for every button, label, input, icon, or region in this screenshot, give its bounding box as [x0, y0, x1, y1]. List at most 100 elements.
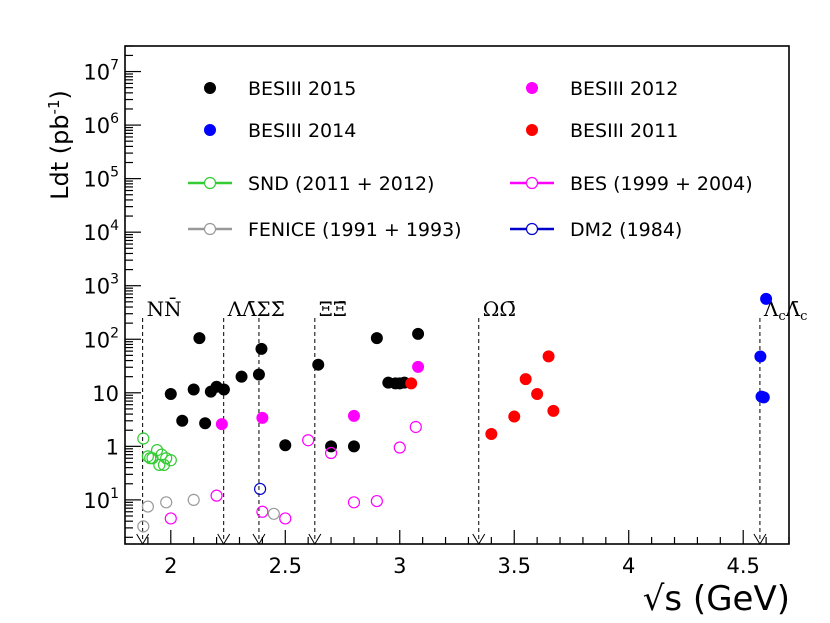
threshold-label: ΩΩ̄ — [483, 297, 516, 321]
y-tick-label: 105 — [83, 165, 119, 192]
data-point — [164, 387, 177, 400]
legend-marker — [526, 124, 538, 136]
data-point — [370, 332, 383, 345]
data-point — [137, 432, 150, 445]
data-point — [210, 489, 223, 502]
data-point — [157, 458, 171, 472]
legend-label: BESIII 2012 — [570, 78, 678, 100]
data-point — [164, 454, 177, 467]
data-point — [485, 428, 498, 441]
data-point — [252, 368, 265, 381]
y-axis-title: Ldt (pb-1) — [45, 90, 74, 200]
data-point — [164, 512, 177, 525]
data-point — [347, 496, 361, 509]
data-point — [409, 420, 422, 434]
data-point — [325, 440, 338, 453]
x-tick-label: 2.5 — [269, 554, 302, 578]
data-point — [757, 391, 770, 404]
legend-label: SND (2011 + 2012) — [248, 173, 434, 195]
legend-label: DM2 (1984) — [570, 219, 682, 241]
data-point — [256, 411, 269, 424]
legend-label: BES (1999 + 2004) — [570, 173, 753, 195]
x-axis-title: √s (GeV) — [643, 579, 790, 619]
threshold-label: NN̄ — [147, 296, 182, 321]
data-point — [187, 493, 200, 506]
legend-marker — [203, 176, 217, 190]
data-point — [255, 342, 268, 355]
data-point — [150, 444, 164, 457]
x-tick-label: 4.5 — [727, 554, 760, 578]
threshold-arrow — [217, 533, 231, 545]
data-point — [412, 327, 425, 340]
data-point — [217, 383, 230, 396]
y-tick-label: 1 — [106, 435, 119, 459]
legend: BESIII 2015 BESIII 2012 BESIII 2014 BESIII … — [188, 78, 753, 241]
legend-label: FENICE (1991 + 1993) — [248, 219, 462, 241]
data-point — [542, 350, 555, 363]
data-point — [193, 332, 206, 345]
legend-marker — [525, 222, 539, 236]
data-point — [393, 441, 406, 454]
threshold-arrow — [252, 533, 266, 545]
data-point — [760, 292, 773, 305]
x-tick-label: 3.5 — [498, 554, 531, 578]
x-tick-label: 2 — [164, 554, 177, 578]
data-point — [508, 410, 521, 423]
data-point — [144, 452, 157, 465]
data-point — [199, 417, 212, 430]
x-tick-label: 4 — [622, 554, 635, 578]
data-point — [141, 500, 154, 513]
data-point — [267, 507, 280, 520]
data-point — [347, 409, 360, 422]
data-point — [187, 383, 200, 396]
plot-frame — [124, 45, 790, 545]
data-point — [137, 520, 150, 533]
y-tick-label: 102 — [83, 325, 119, 352]
x-tick-label: 3 — [393, 554, 406, 578]
threshold-arrow — [753, 533, 767, 545]
legend-marker — [204, 82, 216, 94]
legend-label: BESIII 2011 — [570, 120, 678, 142]
y-tick-labels: 101 1 10 102 103 104 105 106 107 — [83, 58, 119, 513]
threshold-arrow — [472, 533, 486, 545]
data-point — [312, 358, 325, 371]
legend-marker — [203, 222, 217, 236]
axis-ticks — [124, 45, 790, 544]
y-tick-label: 104 — [83, 218, 119, 245]
data-point — [302, 434, 315, 447]
legend-label: BESIII 2014 — [248, 120, 356, 142]
threshold-arrow — [308, 533, 322, 545]
legend-marker — [525, 176, 539, 190]
data-point — [754, 350, 767, 363]
data-point — [412, 360, 425, 373]
data-point — [160, 496, 173, 509]
data-point — [256, 505, 269, 518]
threshold-label: ΛΛ̄ΣΣ̄ — [227, 297, 285, 321]
data-point — [547, 404, 560, 417]
legend-marker — [204, 124, 216, 136]
y-axis-title-superscript: -1 — [45, 99, 63, 114]
data-point — [176, 414, 189, 427]
data-points — [137, 292, 773, 533]
data-point — [519, 373, 532, 386]
y-tick-label: 106 — [83, 111, 119, 138]
data-point — [347, 440, 360, 453]
data-point — [279, 439, 292, 452]
data-point — [324, 446, 338, 460]
data-point — [370, 494, 383, 508]
threshold-lines: NN̄ ΛΛ̄ΣΣ̄ ΞΞ̄ ΩΩ̄ ΛcΛ̄c — [136, 296, 807, 545]
y-tick-label: 107 — [83, 58, 119, 85]
data-point — [235, 370, 248, 383]
x-tick-labels: 2 2.5 3 3.5 4 4.5 — [164, 554, 760, 578]
data-point — [405, 377, 418, 390]
data-point — [279, 512, 292, 525]
data-point — [253, 482, 267, 496]
data-point — [215, 418, 228, 431]
threshold-arrow — [136, 533, 150, 545]
threshold-label: ΞΞ̄ — [319, 297, 347, 321]
y-tick-label: 101 — [83, 486, 119, 513]
legend-label: BESIII 2015 — [248, 78, 356, 100]
y-tick-label: 10 — [92, 382, 119, 406]
y-tick-label: 103 — [83, 272, 119, 299]
